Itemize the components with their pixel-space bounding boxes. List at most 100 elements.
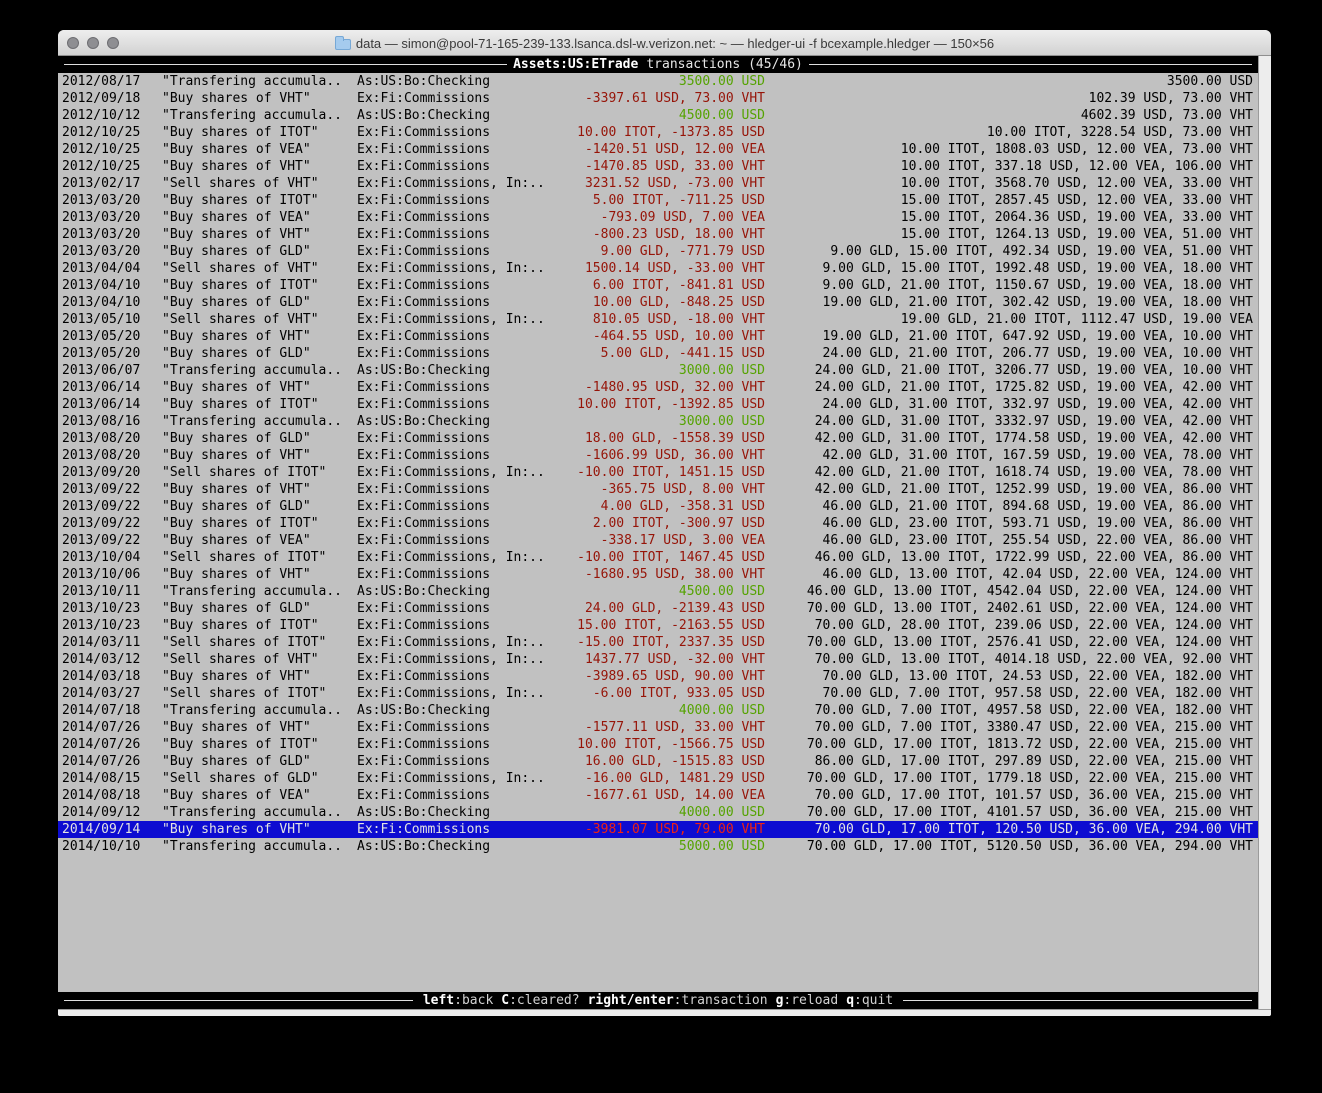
cell-date: 2012/10/25 bbox=[62, 125, 141, 140]
cell-running-balance: 24.00 GLD, 31.00 ITOT, 3332.97 USD, 19.0… bbox=[814, 414, 1253, 429]
status-hint-description: :quit bbox=[854, 993, 894, 1008]
cell-change-amount: 6.00 ITOT, -841.81 USD bbox=[592, 278, 765, 293]
table-row[interactable]: 2013/04/10 "Buy shares of ITOT" Ex:Fi:Comm… bbox=[58, 277, 1258, 294]
cell-account: Ex:Fi:Commissions, In:.. bbox=[357, 635, 545, 650]
folder-icon bbox=[334, 35, 351, 50]
cell-account: Ex:Fi:Commissions, In:.. bbox=[357, 652, 545, 667]
cell-change-amount: -1680.95 USD, 38.00 VHT bbox=[584, 567, 765, 582]
table-row[interactable]: 2012/08/17 "Transfering accumula.. As:US:B… bbox=[58, 73, 1258, 90]
table-row-selected[interactable]: 2014/09/14 "Buy shares of VHT" Ex:Fi:Commi… bbox=[58, 821, 1258, 838]
table-row[interactable]: 2013/02/17 "Sell shares of VHT" Ex:Fi:Comm… bbox=[58, 175, 1258, 192]
table-row[interactable]: 2014/07/26 "Buy shares of ITOT" Ex:Fi:Comm… bbox=[58, 736, 1258, 753]
table-row[interactable]: 2013/10/06 "Buy shares of VHT" Ex:Fi:Commi… bbox=[58, 566, 1258, 583]
table-row[interactable]: 2014/03/18 "Buy shares of VHT" Ex:Fi:Commi… bbox=[58, 668, 1258, 685]
cell-change-amount: -3397.61 USD, 73.00 VHT bbox=[584, 91, 765, 106]
table-row[interactable]: 2013/09/20 "Sell shares of ITOT" Ex:Fi:Com… bbox=[58, 464, 1258, 481]
cell-change-amount: 3000.00 USD bbox=[678, 414, 765, 429]
table-row[interactable]: 2014/03/11 "Sell shares of ITOT" Ex:Fi:Com… bbox=[58, 634, 1258, 651]
table-row[interactable]: 2013/08/20 "Buy shares of GLD" Ex:Fi:Commi… bbox=[58, 430, 1258, 447]
table-row[interactable]: 2014/08/18 "Buy shares of VEA" Ex:Fi:Commi… bbox=[58, 787, 1258, 804]
minimize-button[interactable] bbox=[87, 37, 99, 49]
table-row[interactable]: 2014/08/15 "Sell shares of GLD" Ex:Fi:Comm… bbox=[58, 770, 1258, 787]
cell-date: 2012/10/25 bbox=[62, 159, 141, 174]
window-titlebar[interactable]: data — simon@pool-71-165-239-133.lsanca.… bbox=[58, 30, 1271, 56]
table-row[interactable]: 2014/07/26 "Buy shares of GLD" Ex:Fi:Commi… bbox=[58, 753, 1258, 770]
cell-change-amount: 4.00 GLD, -358.31 USD bbox=[600, 499, 765, 514]
cell-running-balance: 102.39 USD, 73.00 VHT bbox=[1088, 91, 1253, 106]
table-row[interactable]: 2013/09/22 "Buy shares of VHT" Ex:Fi:Commi… bbox=[58, 481, 1258, 498]
table-row[interactable]: 2013/10/23 "Buy shares of GLD" Ex:Fi:Commi… bbox=[58, 600, 1258, 617]
table-row[interactable]: 2012/10/25 "Buy shares of VHT" Ex:Fi:Commi… bbox=[58, 158, 1258, 175]
cell-account: As:US:Bo:Checking bbox=[357, 363, 491, 378]
table-row[interactable]: 2013/09/22 "Buy shares of VEA" Ex:Fi:Commi… bbox=[58, 532, 1258, 549]
cell-description: "Buy shares of VEA" bbox=[162, 210, 311, 225]
cell-change-amount: -10.00 ITOT, 1467.45 USD bbox=[577, 550, 765, 565]
cell-description: "Sell shares of GLD" bbox=[162, 771, 319, 786]
cell-change-amount: 5.00 GLD, -441.15 USD bbox=[600, 346, 765, 361]
table-row[interactable]: 2013/05/20 "Buy shares of GLD" Ex:Fi:Commi… bbox=[58, 345, 1258, 362]
cell-description: "Buy shares of ITOT" bbox=[162, 516, 319, 531]
cell-change-amount: 16.00 GLD, -1515.83 USD bbox=[584, 754, 765, 769]
cell-description: "Buy shares of VHT" bbox=[162, 159, 311, 174]
table-row[interactable]: 2013/06/14 "Buy shares of VHT" Ex:Fi:Commi… bbox=[58, 379, 1258, 396]
status-hint-key: g bbox=[775, 993, 784, 1008]
cell-running-balance: 15.00 ITOT, 1264.13 USD, 19.00 VEA, 51.0… bbox=[900, 227, 1253, 242]
cell-date: 2012/09/18 bbox=[62, 91, 141, 106]
cell-change-amount: 5000.00 USD bbox=[678, 839, 765, 854]
table-row[interactable]: 2014/03/12 "Sell shares of VHT" Ex:Fi:Comm… bbox=[58, 651, 1258, 668]
table-row[interactable]: 2013/10/23 "Buy shares of ITOT" Ex:Fi:Comm… bbox=[58, 617, 1258, 634]
table-row[interactable]: 2013/05/20 "Buy shares of VHT" Ex:Fi:Commi… bbox=[58, 328, 1258, 345]
cell-account: Ex:Fi:Commissions bbox=[357, 159, 491, 174]
table-row[interactable]: 2012/10/25 "Buy shares of VEA" Ex:Fi:Commi… bbox=[58, 141, 1258, 158]
table-row[interactable]: 2014/09/12 "Transfering accumula.. As:US:B… bbox=[58, 804, 1258, 821]
table-row[interactable]: 2012/10/12 "Transfering accumula.. As:US:B… bbox=[58, 107, 1258, 124]
table-row[interactable]: 2013/03/20 "Buy shares of VHT" Ex:Fi:Commi… bbox=[58, 226, 1258, 243]
cell-account: Ex:Fi:Commissions bbox=[357, 720, 491, 735]
table-row[interactable]: 2014/07/18 "Transfering accumula.. As:US:B… bbox=[58, 702, 1258, 719]
table-row[interactable]: 2013/03/20 "Buy shares of VEA" Ex:Fi:Commi… bbox=[58, 209, 1258, 226]
table-row[interactable]: 2014/07/26 "Buy shares of VHT" Ex:Fi:Commi… bbox=[58, 719, 1258, 736]
zoom-button[interactable] bbox=[107, 37, 119, 49]
cell-account: Ex:Fi:Commissions bbox=[357, 669, 491, 684]
cell-date: 2013/05/20 bbox=[62, 329, 141, 344]
cell-description: "Buy shares of GLD" bbox=[162, 244, 311, 259]
table-row[interactable]: 2013/08/16 "Transfering accumula.. As:US:B… bbox=[58, 413, 1258, 430]
header-view-label: transactions (45/46) bbox=[646, 57, 803, 72]
table-row[interactable]: 2013/09/22 "Buy shares of ITOT" Ex:Fi:Comm… bbox=[58, 515, 1258, 532]
table-row[interactable]: 2014/10/10 "Transfering accumula.. As:US:B… bbox=[58, 838, 1258, 855]
table-row[interactable]: 2013/05/10 "Sell shares of VHT" Ex:Fi:Comm… bbox=[58, 311, 1258, 328]
table-row[interactable]: 2012/09/18 "Buy shares of VHT" Ex:Fi:Commi… bbox=[58, 90, 1258, 107]
table-row[interactable]: 2013/03/20 "Buy shares of GLD" Ex:Fi:Commi… bbox=[58, 243, 1258, 260]
table-row[interactable]: 2013/06/07 "Transfering accumula.. As:US:B… bbox=[58, 362, 1258, 379]
cell-account: Ex:Fi:Commissions bbox=[357, 278, 491, 293]
close-button[interactable] bbox=[67, 37, 79, 49]
cell-date: 2013/06/14 bbox=[62, 380, 141, 395]
cell-date: 2014/07/26 bbox=[62, 737, 141, 752]
table-row[interactable]: 2013/10/04 "Sell shares of ITOT" Ex:Fi:Com… bbox=[58, 549, 1258, 566]
header-account-name: Assets:US:ETrade bbox=[513, 57, 639, 72]
status-hint: q:quit bbox=[846, 993, 893, 1008]
terminal-scrollbar[interactable] bbox=[1258, 56, 1271, 1009]
transaction-list: 2012/08/17 "Transfering accumula.. As:US:B… bbox=[58, 73, 1258, 855]
cell-date: 2013/04/10 bbox=[62, 278, 141, 293]
cell-date: 2013/04/04 bbox=[62, 261, 141, 276]
cell-description: "Transfering accumula.. bbox=[162, 74, 343, 89]
cell-account: Ex:Fi:Commissions bbox=[357, 125, 491, 140]
table-row[interactable]: 2013/08/20 "Buy shares of VHT" Ex:Fi:Commi… bbox=[58, 447, 1258, 464]
table-row[interactable]: 2012/10/25 "Buy shares of ITOT" Ex:Fi:Comm… bbox=[58, 124, 1258, 141]
cell-date: 2013/08/16 bbox=[62, 414, 141, 429]
cell-description: "Sell shares of ITOT" bbox=[162, 550, 327, 565]
table-row[interactable]: 2013/03/20 "Buy shares of ITOT" Ex:Fi:Comm… bbox=[58, 192, 1258, 209]
table-row[interactable]: 2013/10/11 "Transfering accumula.. As:US:B… bbox=[58, 583, 1258, 600]
cell-description: "Transfering accumula.. bbox=[162, 703, 343, 718]
table-row[interactable]: 2013/04/10 "Buy shares of GLD" Ex:Fi:Commi… bbox=[58, 294, 1258, 311]
cell-date: 2013/05/20 bbox=[62, 346, 141, 361]
table-row[interactable]: 2014/03/27 "Sell shares of ITOT" Ex:Fi:Com… bbox=[58, 685, 1258, 702]
cell-change-amount: 10.00 ITOT, -1566.75 USD bbox=[577, 737, 765, 752]
table-row[interactable]: 2013/06/14 "Buy shares of ITOT" Ex:Fi:Comm… bbox=[58, 396, 1258, 413]
table-row[interactable]: 2013/09/22 "Buy shares of GLD" Ex:Fi:Commi… bbox=[58, 498, 1258, 515]
cell-account: Ex:Fi:Commissions, In:.. bbox=[357, 686, 545, 701]
table-row[interactable]: 2013/04/04 "Sell shares of VHT" Ex:Fi:Comm… bbox=[58, 260, 1258, 277]
cell-running-balance: 15.00 ITOT, 2064.36 USD, 19.00 VEA, 33.0… bbox=[900, 210, 1253, 225]
cell-account: As:US:Bo:Checking bbox=[357, 584, 491, 599]
